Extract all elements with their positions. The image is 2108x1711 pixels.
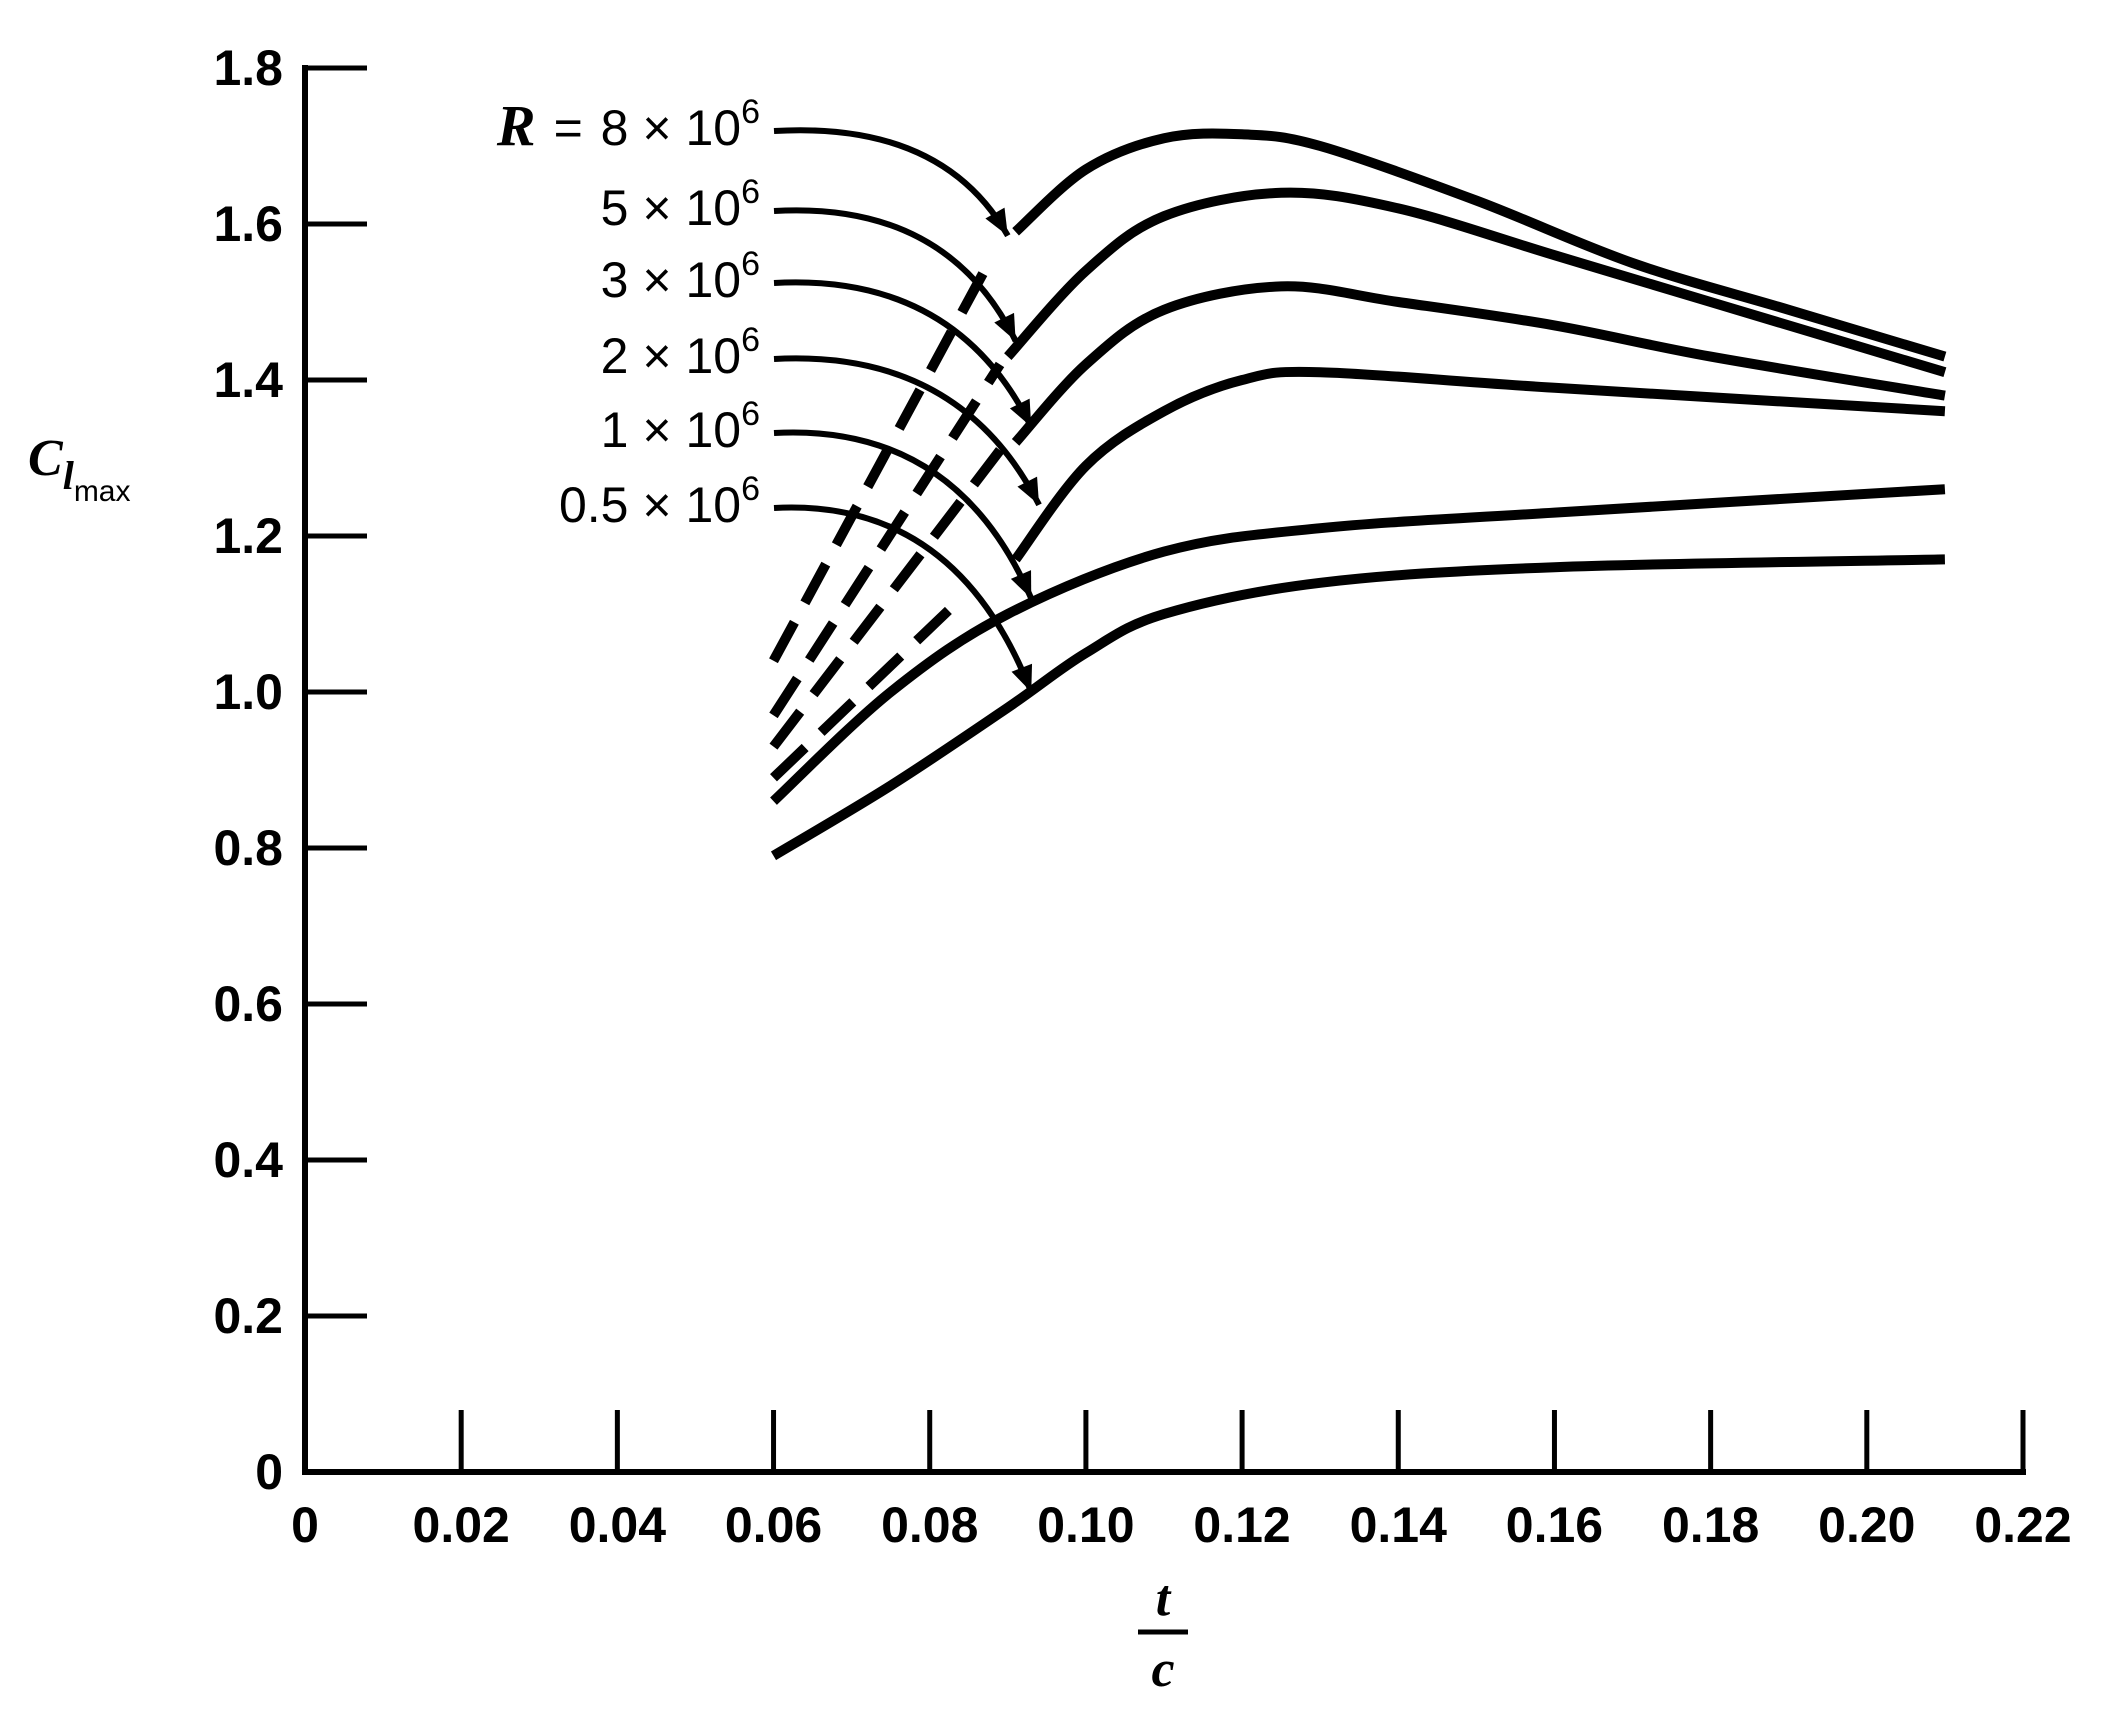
x-tick-label: 0.08 xyxy=(881,1497,978,1553)
series-label: 0.5 × 106 xyxy=(559,470,1035,694)
y-tick-label: 1.8 xyxy=(213,40,283,96)
label-prefix: R xyxy=(496,93,536,158)
label-coefficient: 2 × 10 xyxy=(601,328,741,384)
arrowhead xyxy=(1009,398,1032,427)
series-dashed-line xyxy=(769,447,1004,750)
axes: 0 0.2 0.4 0.6 0.8 1.0 1.2 1.4 1.6 1.8 0 0.02 0.04 0.0… xyxy=(213,40,2071,1553)
arrowhead xyxy=(994,312,1016,341)
series-label: 5 × 106 xyxy=(601,173,1019,343)
y-tick-label: 0 xyxy=(255,1444,283,1500)
leader-arrow xyxy=(773,504,1035,694)
y-tick-label: 0.4 xyxy=(213,1132,283,1188)
series-label: 3 × 106 xyxy=(601,245,1034,429)
series-line xyxy=(1011,281,1946,446)
leader-arrow xyxy=(773,127,1011,238)
y-axis-title-sub2: max xyxy=(74,475,131,508)
arrowhead xyxy=(1010,570,1032,599)
label-coefficient: 5 × 10 xyxy=(601,180,741,236)
x-tick-label: 0 xyxy=(291,1497,319,1553)
label-exponent: 6 xyxy=(741,395,760,433)
label-equals: = xyxy=(554,100,597,156)
series-line xyxy=(1012,128,1947,362)
series-1 xyxy=(769,128,1947,664)
x-tick-label: 0.12 xyxy=(1193,1497,1290,1553)
arrowhead xyxy=(1011,663,1033,692)
y-tick-label: 1.6 xyxy=(213,196,283,252)
y-tick-label: 0.2 xyxy=(213,1288,283,1344)
x-tick-label: 0.22 xyxy=(1974,1497,2071,1553)
series-label-text: 1 × 106 xyxy=(601,395,760,458)
x-tick-label: 0.02 xyxy=(413,1497,510,1553)
x-axis-title-numerator: t xyxy=(1156,1570,1172,1627)
y-axis-title-main: C xyxy=(28,430,64,487)
arrowhead xyxy=(1017,476,1040,505)
y-tick-label: 1.0 xyxy=(213,664,283,720)
series-line xyxy=(770,484,1946,805)
series-5 xyxy=(770,484,1946,805)
series-line xyxy=(770,554,1945,861)
x-tick-label: 0.04 xyxy=(569,1497,667,1553)
x-axis-title: t c xyxy=(1138,1570,1188,1698)
series-4 xyxy=(770,366,1946,782)
x-tick-label: 0.16 xyxy=(1506,1497,1603,1553)
series-group xyxy=(769,128,1947,861)
y-tick-label: 1.2 xyxy=(213,508,283,564)
series-dashed-line xyxy=(769,361,1005,719)
label-exponent: 6 xyxy=(741,470,760,508)
x-tick-label: 0.14 xyxy=(1350,1497,1448,1553)
series-label-text: 5 × 106 xyxy=(601,173,760,236)
label-coefficient: 1 × 10 xyxy=(601,402,741,458)
series-label: 2 × 106 xyxy=(601,321,1042,507)
x-tick-label: 0.06 xyxy=(725,1497,822,1553)
x-tick-label: 0.20 xyxy=(1818,1497,1915,1553)
series-label-text: 2 × 106 xyxy=(601,321,760,384)
label-exponent: 6 xyxy=(741,245,760,283)
series-label: R = 8 × 106 xyxy=(496,93,1011,238)
y-tick-label: 0.6 xyxy=(213,976,283,1032)
label-coefficient: 3 × 10 xyxy=(601,252,741,308)
y-axis-title: Clmax xyxy=(28,430,131,508)
series-label: 1 × 106 xyxy=(601,395,1035,600)
series-3 xyxy=(769,281,1946,750)
x-axis-title-denominator: c xyxy=(1151,1641,1174,1698)
leader-arrow xyxy=(773,279,1034,429)
series-6 xyxy=(770,554,1945,861)
leader-arrow xyxy=(773,207,1019,343)
series-line xyxy=(1011,366,1946,563)
series-line xyxy=(1004,187,1947,377)
leader-arrow xyxy=(773,355,1042,507)
series-2 xyxy=(769,187,1947,719)
series-dashed-line xyxy=(769,268,989,664)
x-tick-label: 0.18 xyxy=(1662,1497,1759,1553)
series-label-text: 0.5 × 106 xyxy=(559,470,760,533)
series-label-text: R = 8 × 106 xyxy=(496,93,760,158)
label-exponent: 6 xyxy=(741,173,760,211)
label-coefficient: 0.5 × 10 xyxy=(559,477,741,533)
y-axis-title-sub1: l xyxy=(63,453,75,498)
y-tick-label: 1.4 xyxy=(213,352,283,408)
arrowhead xyxy=(985,207,1008,236)
label-exponent: 6 xyxy=(741,321,760,359)
series-label-text: 3 × 106 xyxy=(601,245,760,308)
series-dashed-line xyxy=(770,594,965,782)
label-coefficient: 8 × 10 xyxy=(601,100,741,156)
label-exponent: 6 xyxy=(741,93,760,131)
svg-text:Clmax: Clmax xyxy=(28,430,131,508)
leader-arrow xyxy=(773,429,1035,600)
y-tick-label: 0.8 xyxy=(213,820,283,876)
x-tick-label: 0.10 xyxy=(1037,1497,1134,1553)
